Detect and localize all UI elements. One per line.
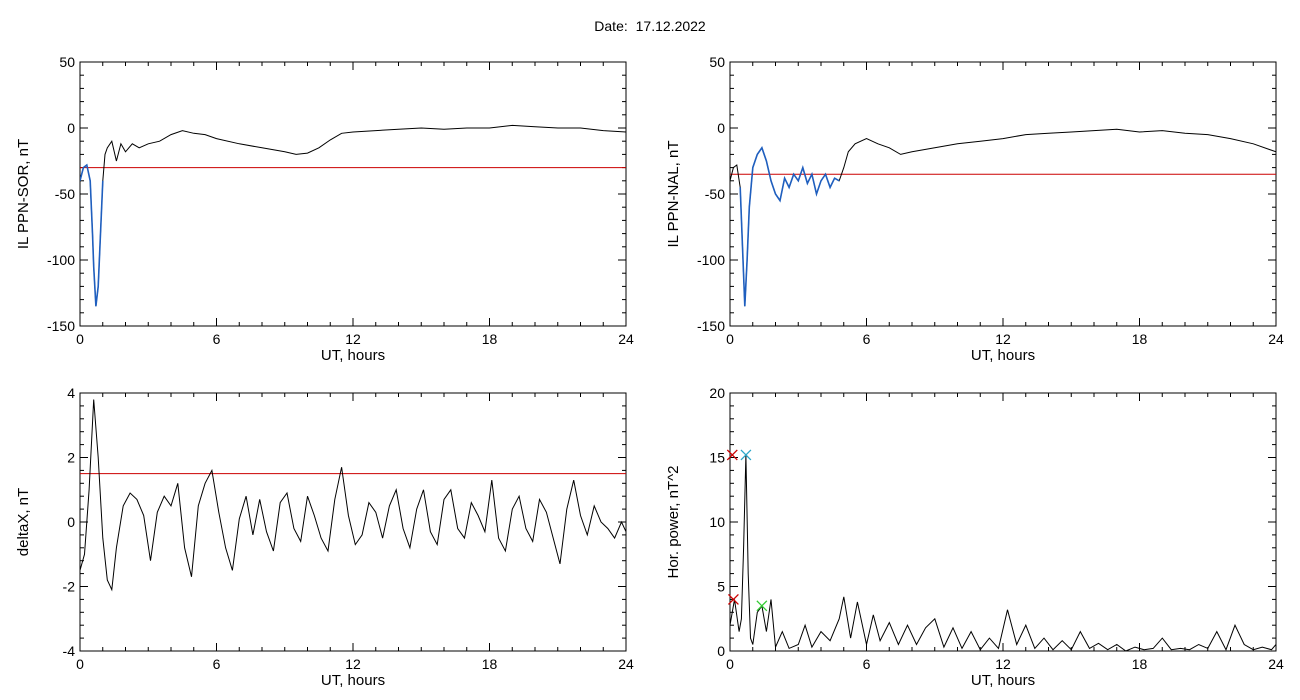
- series-line: [730, 454, 1276, 651]
- x-tick-label: 12: [345, 656, 361, 672]
- x-axis-title: UT, hours: [971, 347, 1035, 364]
- date-value: 17.12.2022: [635, 18, 706, 34]
- highlight-line: [739, 146, 840, 307]
- plot-frame: [79, 61, 627, 327]
- x-tick-label: 18: [1132, 656, 1148, 672]
- marker-cyan: [740, 449, 752, 461]
- marker-stroke: [756, 600, 768, 612]
- y-tick-label: 50: [59, 54, 75, 70]
- y-tick-label: 0: [67, 120, 75, 136]
- plot-frame: [729, 392, 1277, 652]
- x-tick-label: 0: [726, 331, 734, 347]
- chart-header: Date: 17.12.2022: [0, 18, 1300, 34]
- plot-frame: [79, 392, 627, 652]
- y-tick-label: -150: [47, 318, 75, 334]
- y-tick-label: -2: [63, 579, 76, 595]
- x-tick-label: 6: [213, 331, 221, 347]
- y-tick-label: 10: [709, 514, 725, 530]
- x-tick-label: 24: [618, 331, 634, 347]
- x-tick-label: 12: [995, 656, 1011, 672]
- y-tick-label: -100: [47, 252, 75, 268]
- y-tick-label: 50: [709, 54, 725, 70]
- marker-red: [727, 593, 739, 605]
- y-tick-label: -50: [55, 186, 75, 202]
- x-tick-label: 6: [863, 656, 871, 672]
- y-tick-label: 0: [67, 514, 75, 530]
- x-tick-label: 18: [1132, 331, 1148, 347]
- x-tick-label: 0: [76, 656, 84, 672]
- highlight-line: [80, 163, 104, 307]
- y-tick-label: -100: [697, 252, 725, 268]
- x-tick-label: 0: [726, 656, 734, 672]
- y-tick-label: 2: [67, 450, 75, 466]
- y-axis-title: Hor. power, nT^2: [665, 466, 682, 579]
- y-axis-title: deltaX, nT: [15, 488, 32, 556]
- y-tick-label: 4: [67, 385, 75, 401]
- x-tick-label: 12: [345, 331, 361, 347]
- x-tick-label: 12: [995, 331, 1011, 347]
- plot-power: 0 6 12 18 24 0 5 10 15 20 UT, hours Hor. power, nT^…: [665, 385, 1284, 689]
- y-tick-label: 20: [709, 385, 725, 401]
- plot-frame: [729, 61, 1277, 327]
- x-axis-title: UT, hours: [321, 672, 385, 689]
- x-axis-title: UT, hours: [321, 347, 385, 364]
- series-line: [80, 399, 626, 592]
- y-tick-label: -150: [697, 318, 725, 334]
- series-line: [730, 128, 1276, 307]
- marker-stroke: [726, 449, 738, 461]
- marker-stroke: [740, 449, 752, 461]
- x-tick-label: 18: [482, 656, 498, 672]
- marker-stroke: [727, 593, 739, 605]
- plot-nal: 0 6 12 18 24 -150 -100 -50 0 50 UT, hours IL PPN-NA…: [665, 54, 1284, 364]
- x-tick-label: 24: [1268, 656, 1284, 672]
- y-axis-title: IL PPN-NAL, nT: [665, 141, 682, 248]
- x-tick-label: 6: [213, 656, 221, 672]
- y-tick-label: 5: [717, 579, 725, 595]
- series-line: [80, 124, 626, 307]
- marker-red: [726, 449, 738, 461]
- y-axis-title: IL PPN-SOR, nT: [15, 139, 32, 249]
- y-tick-label: -50: [705, 186, 725, 202]
- marker-green: [756, 600, 768, 612]
- x-tick-label: 0: [76, 331, 84, 347]
- y-tick-label: 0: [717, 120, 725, 136]
- x-tick-label: 24: [1268, 331, 1284, 347]
- y-tick-label: 0: [717, 643, 725, 659]
- y-tick-label: 15: [709, 450, 725, 466]
- date-label: Date:: [594, 18, 628, 34]
- y-tick-label: -4: [63, 643, 76, 659]
- x-tick-label: 18: [482, 331, 498, 347]
- plot-sor: 0 6 12 18 24 -150 -100 -50 0 50 UT, hours IL PPN-SO…: [15, 54, 634, 364]
- x-tick-label: 6: [863, 331, 871, 347]
- x-tick-label: 24: [618, 656, 634, 672]
- x-axis-title: UT, hours: [971, 672, 1035, 689]
